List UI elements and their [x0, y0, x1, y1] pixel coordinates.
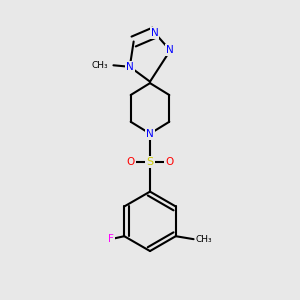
Text: O: O — [127, 157, 135, 167]
Text: O: O — [165, 157, 173, 167]
Text: N: N — [146, 129, 154, 139]
Text: S: S — [146, 157, 154, 167]
Text: N: N — [166, 45, 174, 56]
Text: CH₃: CH₃ — [92, 61, 108, 70]
Text: CH₃: CH₃ — [195, 235, 212, 244]
Text: N: N — [126, 62, 134, 72]
Text: F: F — [108, 234, 114, 244]
Text: N: N — [151, 28, 158, 38]
